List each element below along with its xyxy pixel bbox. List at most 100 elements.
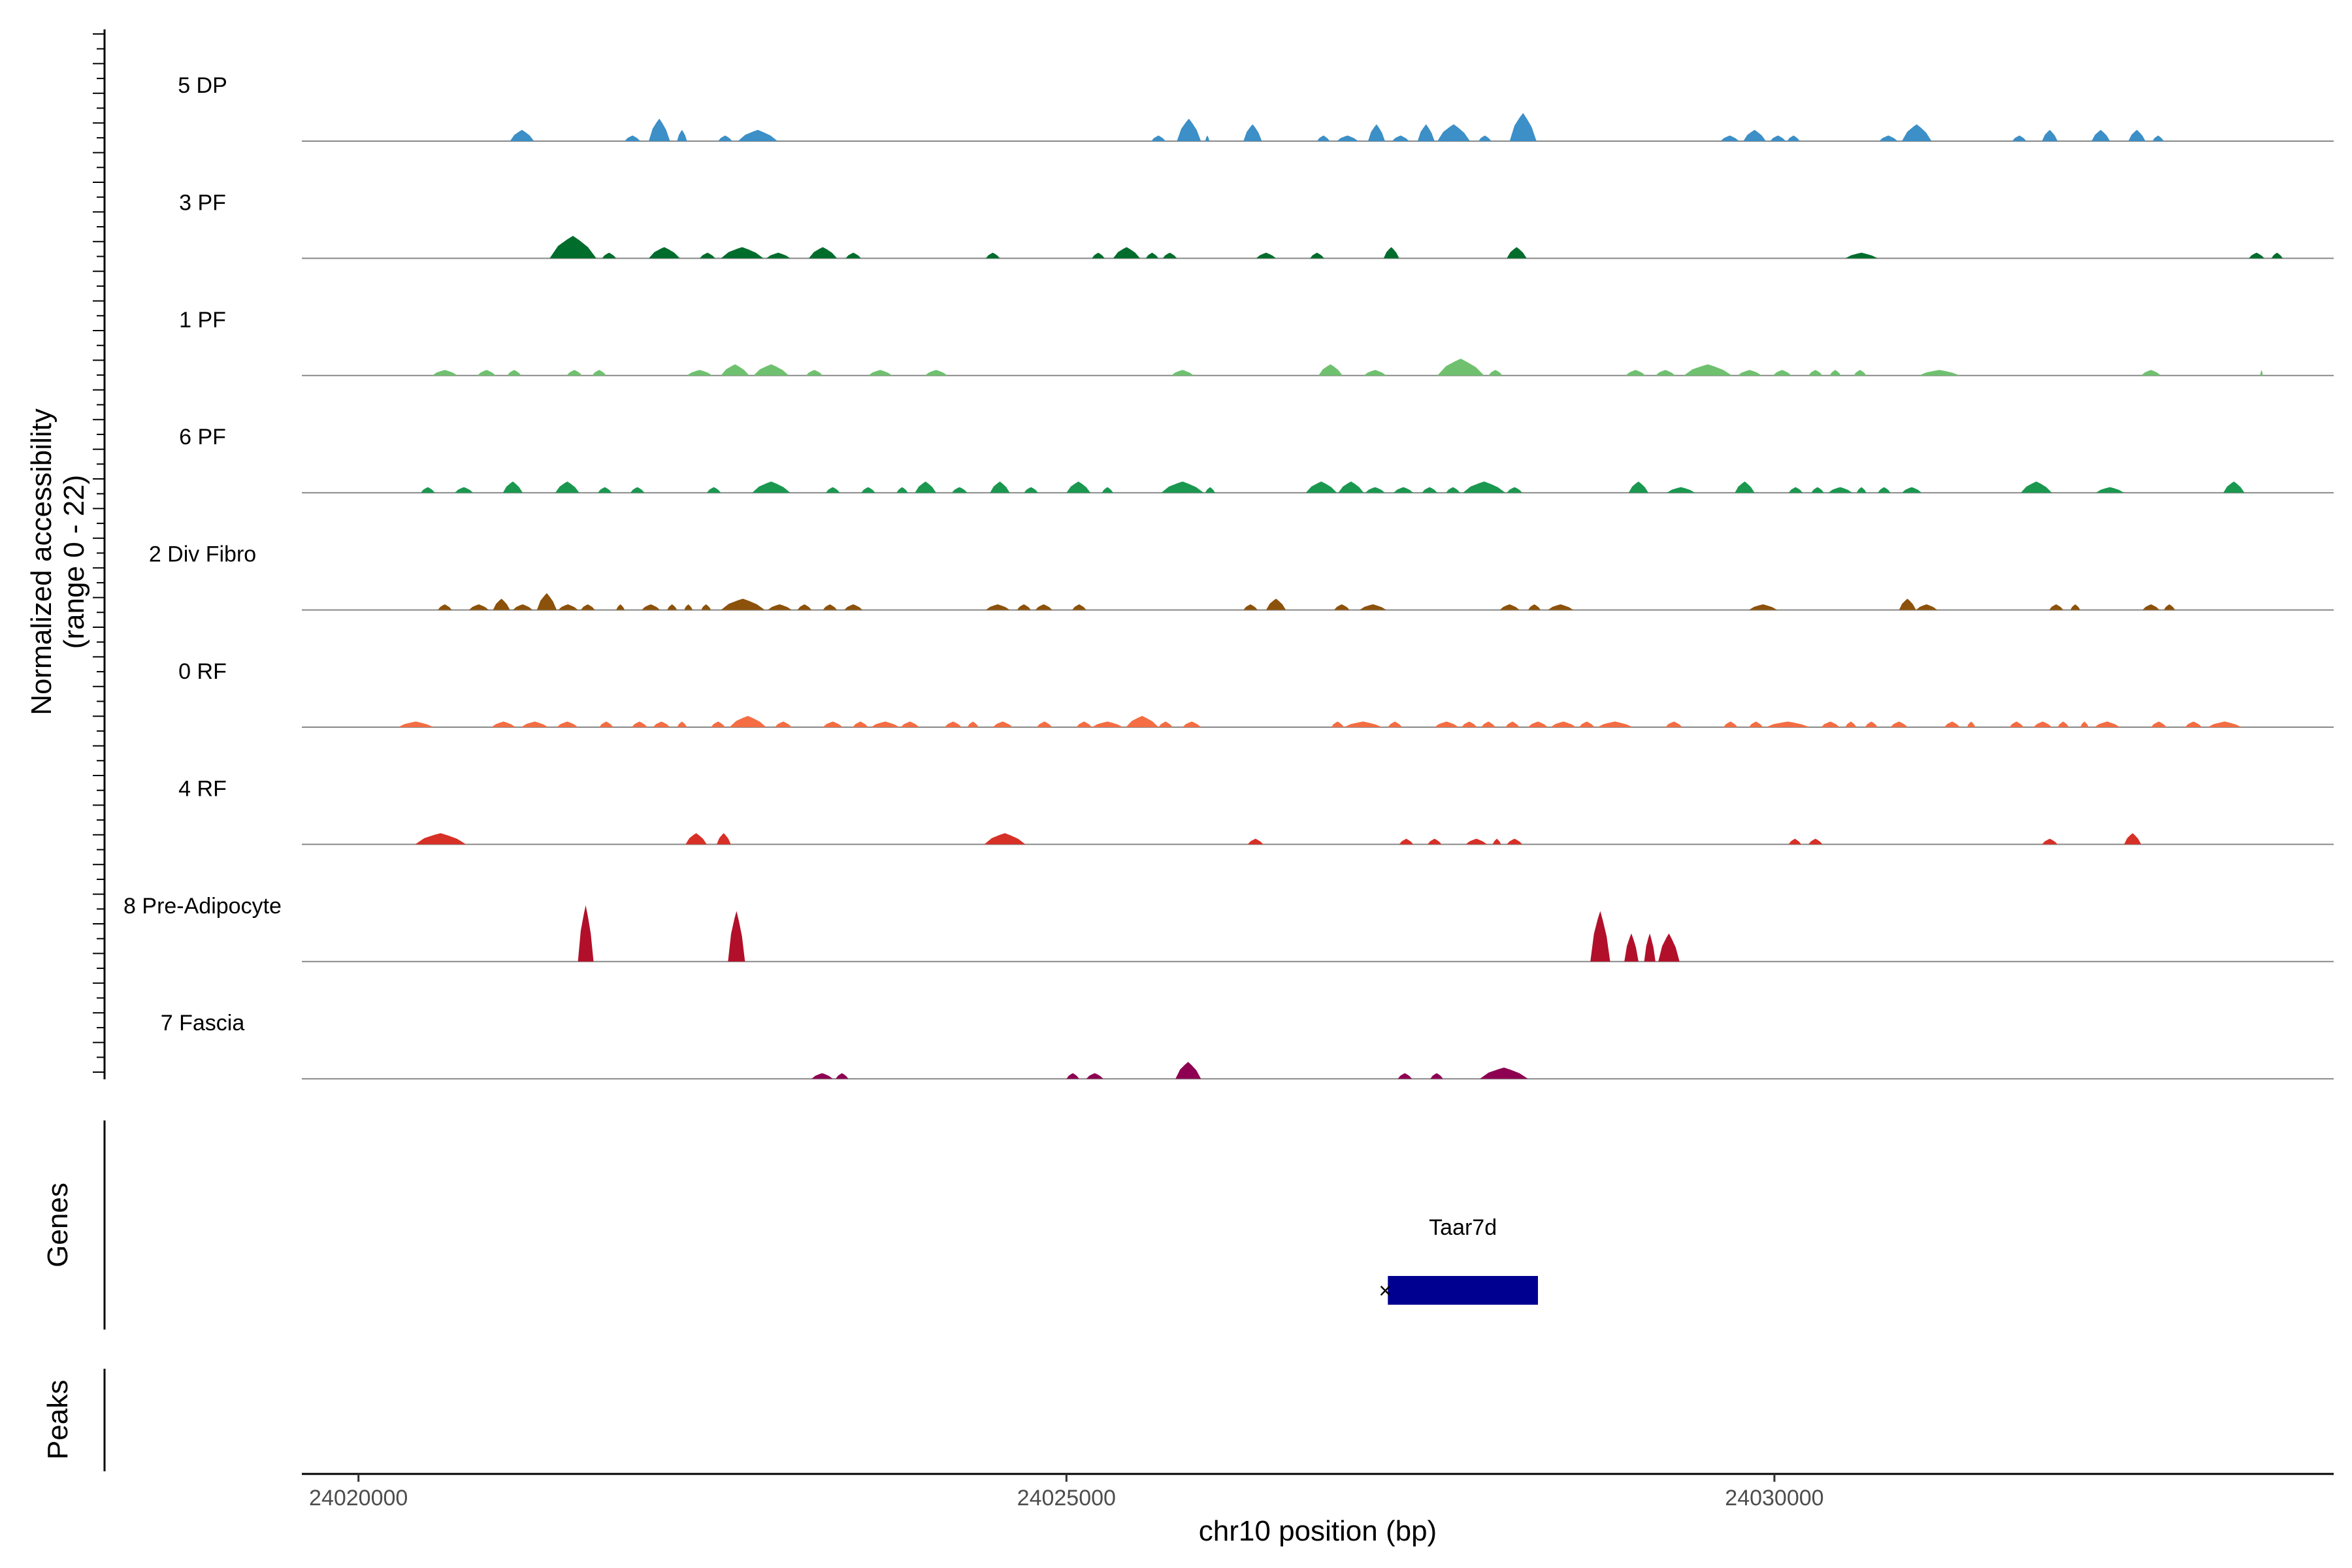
coverage-peak <box>1772 370 1791 376</box>
gene-strand-marker: × <box>1379 1279 1392 1303</box>
coverage-peak <box>1550 721 1576 727</box>
coverage-peak <box>823 604 838 610</box>
coverage-peak <box>985 604 1010 610</box>
coverage-peak <box>1845 252 1878 259</box>
coverage-peak <box>687 370 713 376</box>
coverage-peak <box>2080 721 2089 727</box>
coverage-peak <box>1899 598 1916 610</box>
coverage-peak <box>1658 933 1680 962</box>
coverage-peak <box>1364 370 1387 376</box>
coverage-peak <box>2033 721 2052 727</box>
coverage-peak <box>1788 487 1803 493</box>
coverage-peak <box>729 715 766 727</box>
coverage-peak <box>1856 487 1867 493</box>
coverage-peak <box>1628 482 1649 493</box>
coverage-peak <box>1748 721 1763 727</box>
coverage-peak <box>455 487 474 493</box>
coverage-peak <box>1845 721 1857 727</box>
coverage-peak <box>616 604 625 610</box>
coverage-peak <box>1175 1062 1201 1079</box>
coverage-peak <box>1158 721 1173 727</box>
track-6-pf: 6 PF <box>179 425 2334 494</box>
coverage-peak <box>1102 487 1113 493</box>
coverage-peak <box>1126 715 1159 727</box>
coverage-peak <box>1811 487 1824 493</box>
coverage-peak <box>1808 370 1823 376</box>
coverage-peak <box>766 252 791 259</box>
coverage-peak <box>1256 252 1277 259</box>
coverage-peak <box>2142 604 2160 610</box>
coverage-peak <box>1316 135 1330 141</box>
coverage-peak <box>1597 721 1633 727</box>
coverage-peak <box>578 905 594 962</box>
coverage-peak <box>1331 721 1345 727</box>
coverage-peak <box>1788 838 1802 845</box>
x-axis-tick-label: 24020000 <box>309 1486 408 1511</box>
coverage-peak <box>768 604 792 610</box>
coverage-peak <box>598 487 612 493</box>
coverage-peak <box>502 482 523 493</box>
coverage-peak <box>753 364 789 376</box>
coverage-peak <box>2009 721 2024 727</box>
coverage-peak <box>944 721 962 727</box>
coverage-peak <box>1243 124 1262 141</box>
track-label: 5 DP <box>178 73 227 98</box>
coverage-axis <box>93 29 106 1079</box>
coverage-peak <box>924 370 948 376</box>
coverage-peak <box>649 247 680 259</box>
coverage-peak <box>558 604 578 610</box>
track-label: 6 PF <box>179 425 226 449</box>
coverage-peak <box>1967 721 1976 727</box>
coverage-peak <box>2042 838 2058 845</box>
coverage-peak <box>685 833 707 845</box>
coverage-peak <box>2012 135 2027 141</box>
coverage-peak <box>1388 721 1402 727</box>
coverage-peak <box>1333 604 1350 610</box>
coverage-peak <box>1113 247 1140 259</box>
coverage-peak <box>1478 135 1492 141</box>
coverage-peak <box>1151 135 1166 141</box>
coverage-peak <box>1944 721 1960 727</box>
coverage-peak <box>684 604 693 610</box>
coverage-peak <box>2141 370 2161 376</box>
coverage-peak <box>1865 721 1878 727</box>
coverage-peak <box>1507 838 1523 845</box>
coverage-peak <box>2223 482 2245 493</box>
coverage-peak <box>808 247 838 259</box>
coverage-peak <box>1393 487 1414 493</box>
coverage-peak <box>1417 124 1435 141</box>
track-label: 3 PF <box>179 190 226 215</box>
coverage-peak <box>1770 135 1786 141</box>
coverage-peak <box>1243 604 1258 610</box>
coverage-peak <box>2260 370 2263 376</box>
coverage-peak <box>2070 604 2081 610</box>
x-axis-tick-label: 24025000 <box>1017 1486 1116 1511</box>
coverage-peak <box>1655 370 1676 376</box>
coverage-peak <box>1720 135 1739 141</box>
coverage-peak <box>649 118 670 141</box>
coverage-peak <box>1072 604 1086 610</box>
coverage-peak <box>1092 252 1105 259</box>
coverage-peak <box>566 370 583 376</box>
coverage-peak <box>677 129 687 141</box>
coverage-peak <box>718 135 732 141</box>
coverage-peak <box>1919 370 1960 376</box>
coverage-peak <box>823 721 843 727</box>
coverage-peak <box>592 370 606 376</box>
coverage-peak <box>1481 721 1495 727</box>
coverage-peak <box>1499 604 1520 610</box>
coverage-peak <box>1036 721 1053 727</box>
coverage-peak <box>1902 487 1922 493</box>
coverage-peak <box>1488 370 1503 376</box>
coverage-peak <box>2163 604 2176 610</box>
coverage-peak <box>845 252 862 259</box>
coverage-peak <box>967 721 979 727</box>
coverage-peak <box>677 721 687 727</box>
coverage-peak <box>701 604 711 610</box>
coverage-peak <box>896 487 908 493</box>
coverage-peak <box>2091 129 2110 141</box>
coverage-peak <box>1428 838 1442 845</box>
coverage-peak <box>721 364 749 376</box>
coverage-peak <box>1430 1073 1443 1079</box>
coverage-peak <box>1890 721 1908 727</box>
